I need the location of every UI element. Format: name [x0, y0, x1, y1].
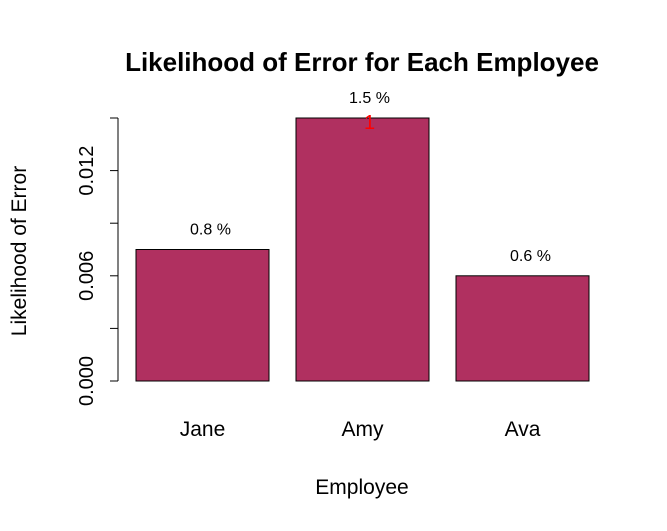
data-label: 0.8 % — [190, 222, 231, 239]
bar-amy — [295, 117, 430, 382]
y-tick-label: 0.006 — [76, 251, 98, 301]
y-tick-label: 0.012 — [76, 146, 98, 196]
chart-title: Likelihood of Error for Each Employee — [125, 47, 599, 77]
x-axis-title: Employee — [315, 476, 408, 499]
bar-ava — [455, 275, 590, 382]
data-label: 0.6 % — [510, 248, 551, 265]
category-label: Ava — [505, 418, 541, 441]
category-label: Jane — [180, 418, 226, 441]
data-labels: Jane 0.8 % Amy 1.5 % Ava 0.6 % 1 — [180, 90, 551, 441]
y-tick-label: 0.000 — [76, 356, 98, 406]
annotation-marker: 1 — [364, 112, 375, 134]
bar-jane — [135, 249, 270, 382]
category-label: Amy — [342, 418, 385, 441]
y-axis: 0.000 0.006 0.012 — [76, 117, 119, 406]
bars — [135, 117, 590, 382]
data-label: 1.5 % — [349, 90, 390, 107]
y-axis-title: Likelihood of Error — [8, 166, 31, 336]
